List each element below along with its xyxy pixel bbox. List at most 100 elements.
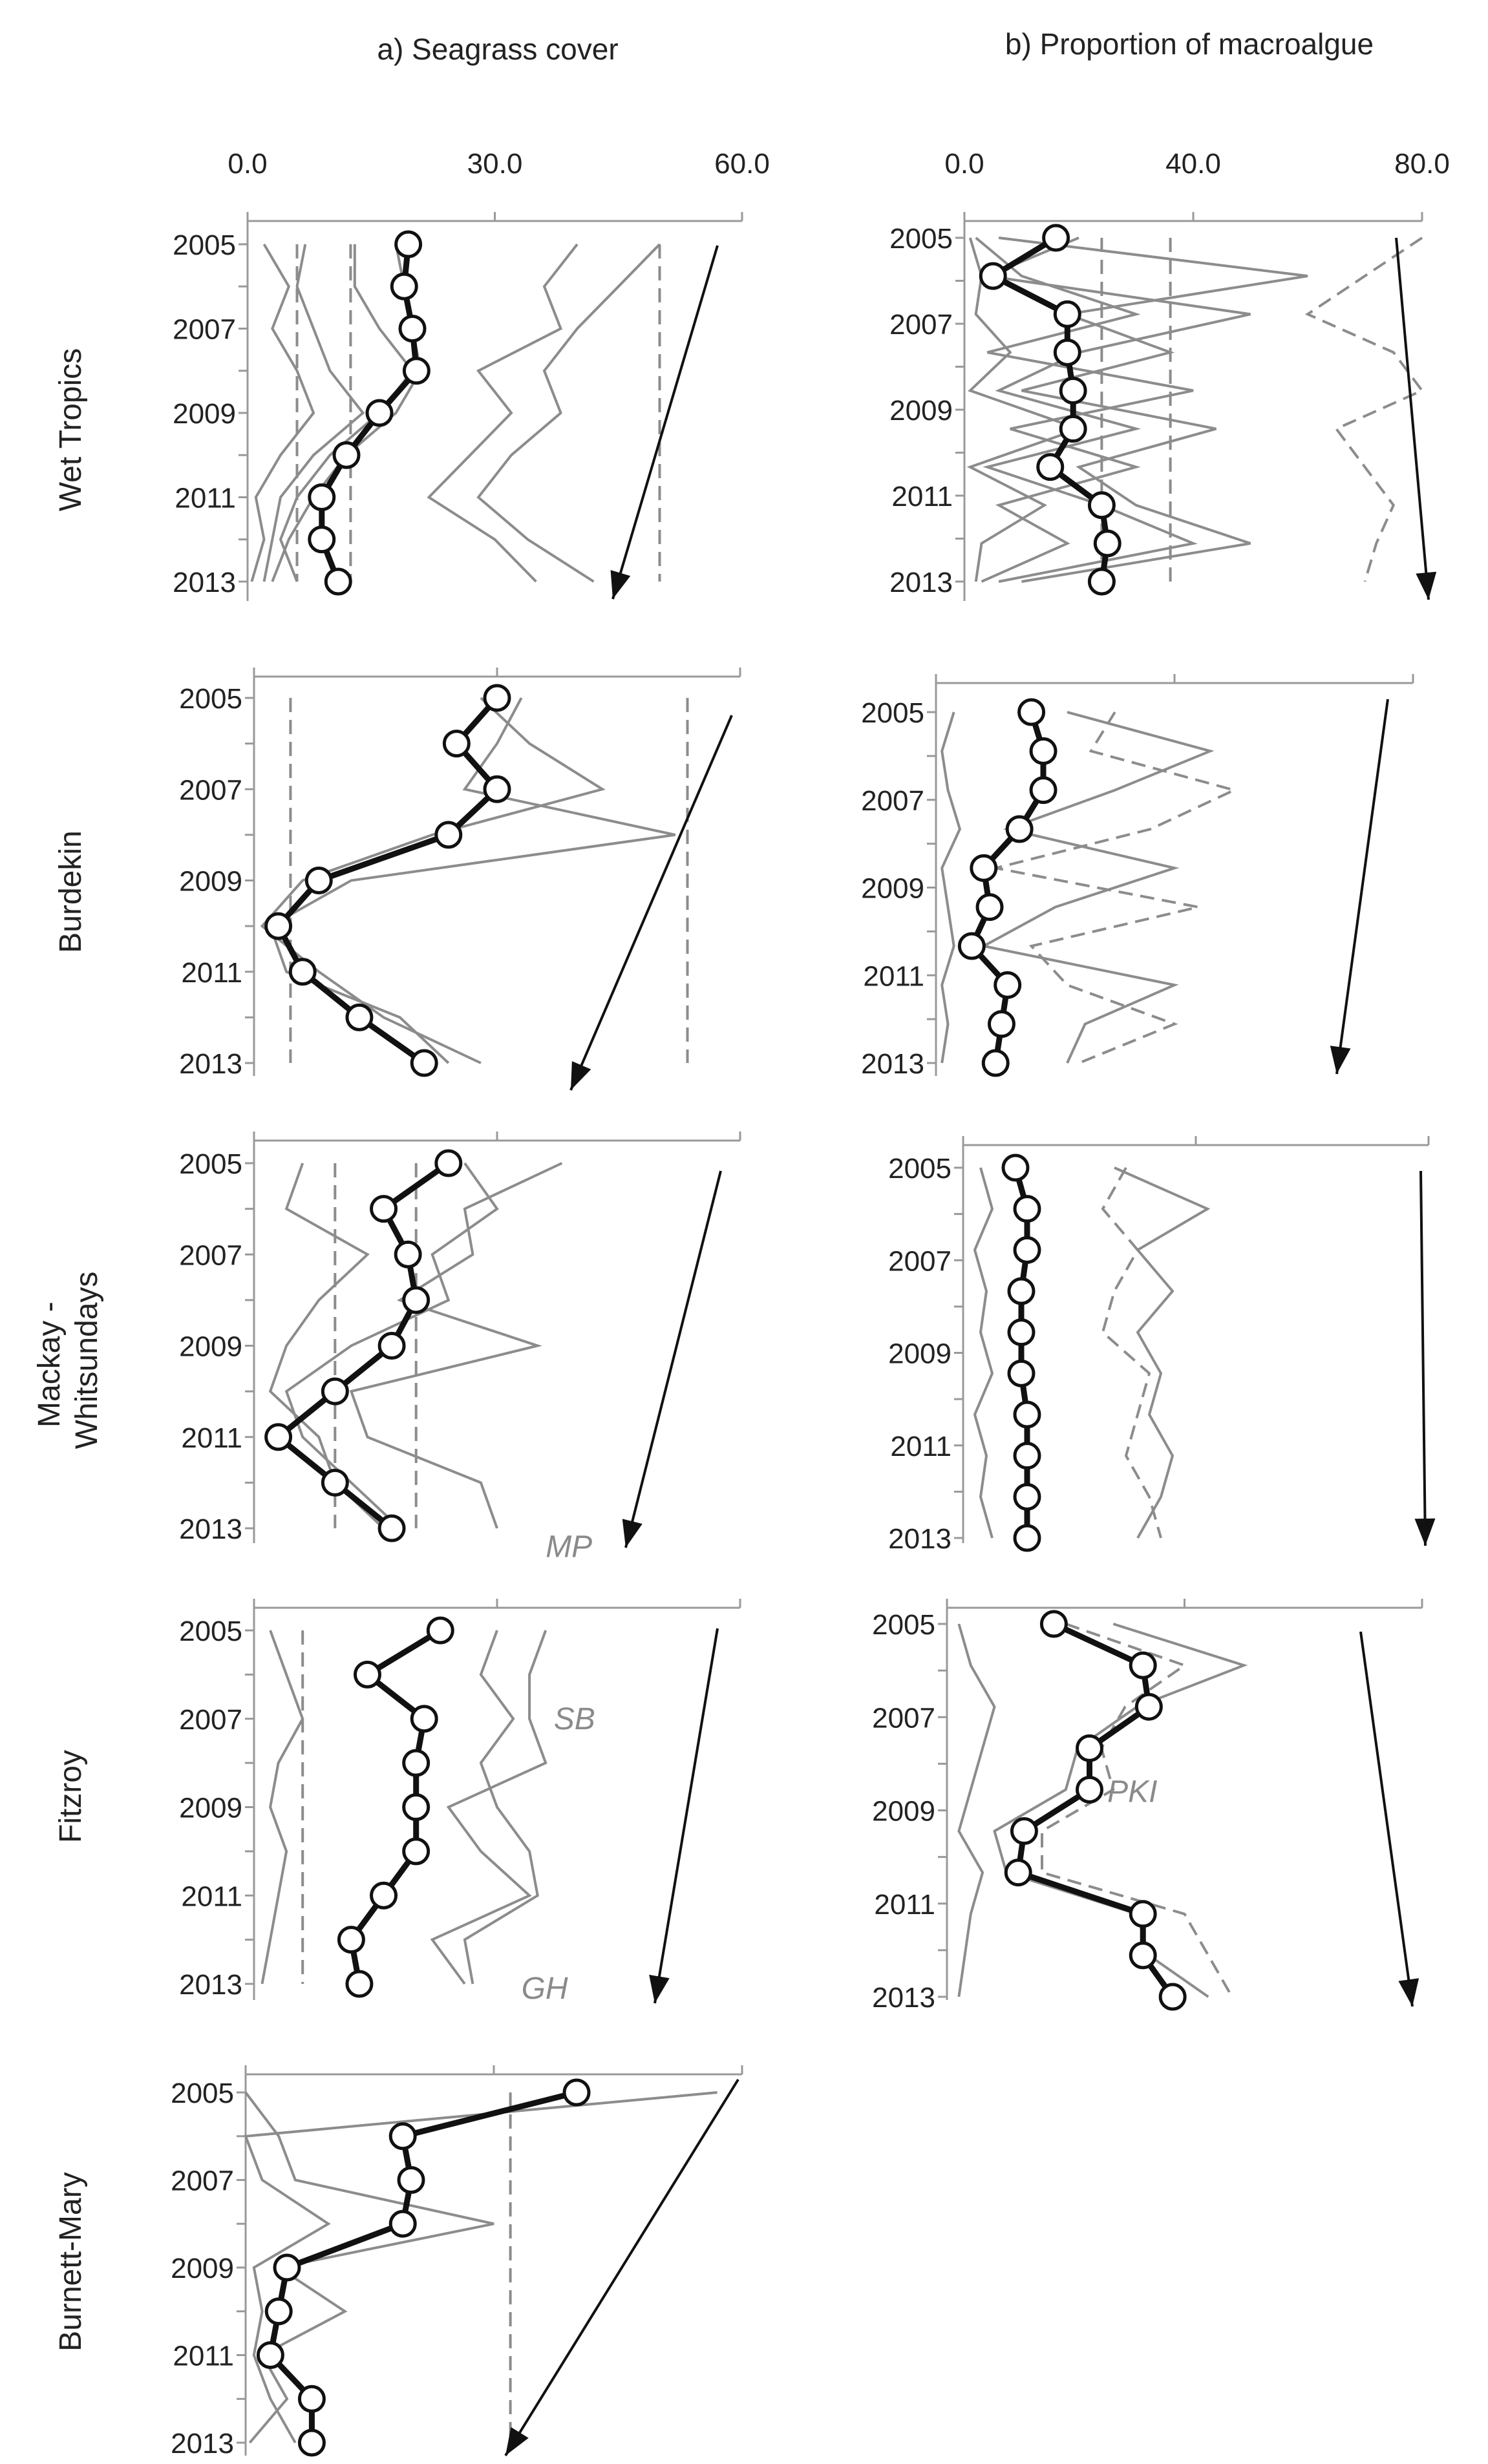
site-series-line <box>262 244 365 582</box>
mean-point <box>377 1514 406 1543</box>
region-label-wet-tropics-line-1: Wet Tropics <box>54 348 88 512</box>
mean-point <box>297 2385 326 2413</box>
mean-series-line <box>1015 1621 1175 1999</box>
mean-point <box>321 1468 349 1497</box>
mean-point <box>1007 1318 1036 1347</box>
mean-point <box>957 932 986 960</box>
trend-arrow-shaft <box>1395 237 1430 600</box>
panel-6: 2005 2007 2009 2011 2013 <box>888 1136 1436 1555</box>
mean-point <box>1029 737 1058 765</box>
site-series-line <box>975 237 1194 583</box>
y-tick-label: 2007 <box>888 1245 951 1277</box>
mean-series-line <box>990 235 1111 582</box>
mean-point <box>332 441 361 469</box>
mean-point <box>388 2209 417 2238</box>
site-series-line <box>260 1630 304 1985</box>
panel-3: 2005 2007 2009 2011 2013 <box>179 668 741 1091</box>
region-label-mackay-whitsundays-line-2: Whitsundays <box>70 1272 104 1449</box>
y-tick-label: 2007 <box>889 309 953 341</box>
mean-point <box>483 684 511 712</box>
mean-point <box>1036 453 1065 481</box>
site-series-line <box>349 1162 563 1529</box>
region-label-fitzroy-line-1: Fitzroy <box>54 1750 88 1843</box>
y-tick-label: 2013 <box>179 1048 242 1080</box>
mean-point <box>394 230 423 258</box>
mean-point <box>398 315 427 342</box>
site-series-line <box>1114 1166 1211 1539</box>
x-tick-label: 80.0 <box>1394 148 1450 180</box>
mean-point <box>1134 1692 1163 1721</box>
mean-point <box>1087 567 1116 596</box>
panel-5: 2005 2007 2009 2011 2013 MP <box>179 1132 741 1564</box>
trend-arrow-shaft <box>624 1170 722 1548</box>
y-tick-label: 2009 <box>861 873 924 905</box>
mean-point <box>402 357 430 385</box>
trend-arrow-head <box>571 1061 591 1090</box>
site-annotation: GH <box>522 1972 568 2006</box>
y-tick-label: 2011 <box>874 1889 935 1921</box>
column-title-macroalgae: b) Proportion of macroalgue <box>1005 27 1374 61</box>
mean-point <box>308 525 336 554</box>
column-title-seagrass: a) Seagrass cover <box>377 32 618 66</box>
y-tick-label: 2009 <box>173 398 236 430</box>
x-tick-label: 40.0 <box>1165 148 1221 180</box>
trend-arrow-head <box>649 1974 670 2003</box>
region-label-fitzroy: Fitzroy <box>54 1750 88 1843</box>
site-series-line <box>980 711 1215 1064</box>
mean-point <box>377 1332 406 1360</box>
y-tick-label: 2007 <box>872 1702 935 1734</box>
region-label-burdekin-line-1: Burdekin <box>54 830 88 953</box>
site-annotation: PKI <box>1107 1775 1157 1809</box>
trend-arrow-shaft <box>1335 699 1389 1075</box>
mean-point <box>1087 491 1116 520</box>
mean-point <box>390 272 418 300</box>
mean-point <box>1053 300 1081 328</box>
y-tick-label: 2009 <box>889 395 953 426</box>
mean-point <box>297 2428 326 2457</box>
trend-arrow-shaft <box>569 715 733 1091</box>
x-tick-label: 30.0 <box>467 148 523 180</box>
mean-point <box>1013 1482 1041 1511</box>
y-tick-label: 2009 <box>179 1793 242 1824</box>
site-series-line <box>250 243 315 582</box>
region-label-burnett-mary: Burnett-Mary <box>54 2172 88 2351</box>
site-series-line <box>463 1630 539 1985</box>
y-tick-label: 2011 <box>890 1431 951 1462</box>
y-tick-label: 2005 <box>171 2078 234 2109</box>
trend-arrow-head <box>1414 1518 1436 1546</box>
mean-point <box>365 399 394 427</box>
y-tick-label: 2009 <box>872 1796 935 1827</box>
site-series-dashed <box>995 711 1238 1064</box>
y-tick-label: 2007 <box>179 774 242 806</box>
y-tick-label: 2011 <box>173 2341 234 2372</box>
y-tick-label: 2013 <box>889 567 953 598</box>
site-series-line <box>268 1163 385 1530</box>
trend-arrow-head <box>1398 1978 1419 2006</box>
mean-point <box>1042 224 1070 252</box>
site-series-line <box>982 237 1251 583</box>
mean-point <box>324 567 352 596</box>
mean-point <box>402 1286 430 1314</box>
y-tick-label: 2013 <box>872 1982 935 2014</box>
y-tick-label: 2009 <box>179 1331 242 1363</box>
mean-point <box>394 1240 422 1269</box>
mean-point <box>345 1003 374 1031</box>
panel-7: 2005 2007 2009 2011 2013 SB GH <box>179 1599 741 2006</box>
mean-point <box>1076 1775 1103 1804</box>
y-tick-label: 2005 <box>179 1616 242 1647</box>
site-series-line <box>476 243 661 583</box>
mean-point <box>402 1837 430 1866</box>
region-label-wet-tropics: Wet Tropics <box>54 348 88 512</box>
mean-point <box>1039 1610 1068 1638</box>
mean-point <box>1158 1983 1187 2011</box>
mean-point <box>1076 1734 1103 1762</box>
mean-point <box>288 958 317 986</box>
site-series-line <box>998 237 1308 583</box>
mean-point <box>975 893 1004 921</box>
mean-point <box>1005 815 1034 843</box>
y-tick-label: 2009 <box>888 1338 951 1370</box>
mean-point <box>434 1149 463 1177</box>
mean-point <box>970 854 998 882</box>
site-series-line <box>993 1623 1248 1998</box>
